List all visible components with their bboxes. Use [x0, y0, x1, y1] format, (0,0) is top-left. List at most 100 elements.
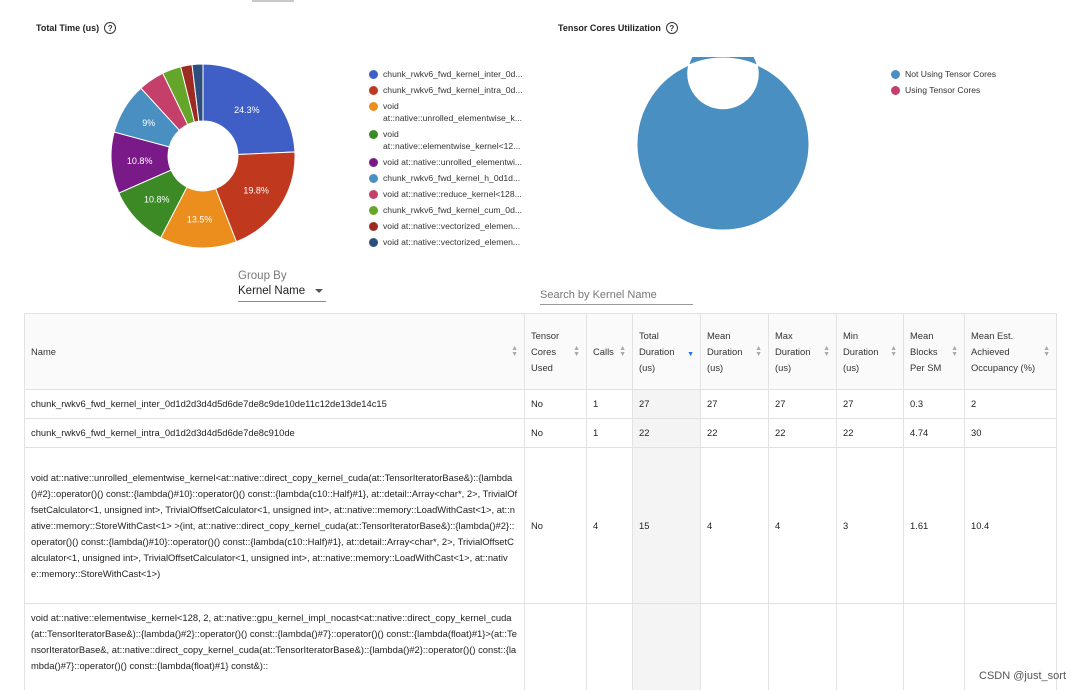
cell-calls: [586, 603, 633, 690]
legend-label: Not Using Tensor Cores: [905, 69, 997, 79]
column-header-calls[interactable]: Calls ▲ ▼: [586, 313, 633, 390]
kernel-table: Name ▲ ▼ Tensor Cores Used ▲ ▼ Calls ▲ ▼ Total…: [24, 313, 1057, 690]
cell-occupancy: [964, 603, 1057, 690]
cell-calls: 4: [586, 447, 633, 604]
group-by-value: Kernel Name: [238, 285, 306, 297]
help-icon[interactable]: ?: [665, 22, 678, 34]
cell-mean-duration: 4: [700, 447, 769, 604]
sort-icon[interactable]: ▲ ▼: [823, 344, 830, 358]
cell-min-duration: 27: [836, 389, 904, 419]
total-time-legend-item[interactable]: void at::native::reduce_kernel<128...: [369, 188, 549, 200]
legend-swatch-icon: [369, 237, 378, 247]
sort-icon[interactable]: ▲ ▼: [755, 344, 762, 358]
cell-max-duration: 22: [768, 418, 837, 448]
tensor-cores-legend-item[interactable]: Using Tensor Cores: [891, 84, 1041, 96]
column-header-min-duration[interactable]: Min Duration (us) ▲ ▼: [836, 313, 904, 390]
group-by-control[interactable]: Group By Kernel Name: [238, 270, 326, 302]
table-header-row: Name ▲ ▼ Tensor Cores Used ▲ ▼ Calls ▲ ▼ Total…: [24, 313, 1057, 390]
cell-mean-blocks: [903, 603, 965, 690]
legend-label: chunk_rwkv6_fwd_kernel_cum_0d...: [383, 205, 523, 215]
total-time-slice-label: 9%: [142, 118, 155, 128]
cell-calls: 1: [586, 418, 633, 448]
column-header-label: Name: [31, 345, 57, 357]
total-time-slice-9[interactable]: [191, 63, 204, 122]
table-row[interactable]: void at::native::elementwise_kernel<128,…: [24, 603, 1057, 690]
legend-label: Using Tensor Cores: [905, 85, 981, 95]
column-header-label: Tensor Cores Used: [531, 329, 560, 373]
cell-tensor-cores: No: [524, 418, 587, 448]
column-header-mean-duration[interactable]: Mean Duration (us) ▲ ▼: [700, 313, 769, 390]
total-time-legend-item[interactable]: void at::native::unrolled_elementwi...: [369, 156, 549, 168]
total-time-legend: chunk_rwkv6_fwd_kernel_inter_0d... chunk_…: [369, 68, 549, 252]
legend-swatch-icon: [369, 157, 378, 167]
total-time-legend-item[interactable]: void at::native::unrolled_elementwise_k.…: [369, 100, 549, 124]
total-time-legend-item[interactable]: chunk_rwkv6_fwd_kernel_intra_0d...: [369, 84, 549, 96]
table-row[interactable]: chunk_rwkv6_fwd_kernel_intra_0d1d2d3d4d5…: [24, 418, 1057, 448]
cell-mean-duration: [700, 603, 769, 690]
sort-icon[interactable]: ▲ ▼: [511, 344, 518, 358]
tensor-cores-slice-0[interactable]: [636, 57, 810, 231]
tensor-cores-legend-item[interactable]: Not Using Tensor Cores: [891, 68, 1041, 80]
total-time-legend-item[interactable]: void at::native::elementwise_kernel<12..…: [369, 128, 549, 152]
group-by-select[interactable]: Kernel Name: [238, 285, 326, 302]
legend-swatch-icon: [369, 129, 378, 139]
top-tab-indicator: [252, 0, 294, 2]
column-header-total-duration[interactable]: Total Duration (us) ▲▼: [632, 313, 701, 390]
column-header-mean-blocks[interactable]: Mean Blocks Per SM ▲ ▼: [903, 313, 965, 390]
total-time-legend-item[interactable]: void at::native::vectorized_elemen...: [369, 236, 549, 248]
cell-min-duration: 3: [836, 447, 904, 604]
column-header-label: Total Duration (us): [639, 329, 675, 373]
sort-icon[interactable]: ▲ ▼: [619, 344, 626, 358]
total-time-donut-chart: 24.3% 19.8% 13.5% 10.8% 10.8% 9%: [110, 63, 296, 249]
total-time-legend-item[interactable]: chunk_rwkv6_fwd_kernel_h_0d1d...: [369, 172, 549, 184]
sort-icon[interactable]: ▲ ▼: [573, 344, 580, 358]
cell-occupancy: 10.4: [964, 447, 1057, 604]
cell-mean-blocks: 4.74: [903, 418, 965, 448]
legend-swatch-icon: [369, 101, 378, 111]
total-time-slice-label: 19.8%: [243, 186, 269, 196]
cell-max-duration: [768, 603, 837, 690]
search-input[interactable]: [540, 289, 693, 305]
legend-swatch-icon: [369, 85, 378, 95]
total-time-legend-item[interactable]: chunk_rwkv6_fwd_kernel_cum_0d...: [369, 204, 549, 216]
sort-icon[interactable]: ▲ ▼: [890, 344, 897, 358]
total-time-legend-item[interactable]: chunk_rwkv6_fwd_kernel_inter_0d...: [369, 68, 549, 80]
cell-name: void at::native::unrolled_elementwise_ke…: [24, 447, 525, 604]
cell-name: chunk_rwkv6_fwd_kernel_intra_0d1d2d3d4d5…: [24, 418, 525, 448]
sort-icon[interactable]: ▲ ▼: [1043, 344, 1050, 358]
total-time-slice-label: 10.8%: [127, 156, 153, 166]
column-header-label: Mean Blocks Per SM: [910, 329, 942, 373]
total-time-slice-1[interactable]: [215, 151, 296, 243]
legend-swatch-icon: [891, 69, 900, 79]
table-row[interactable]: void at::native::unrolled_elementwise_ke…: [24, 447, 1057, 604]
sort-descending-icon[interactable]: ▲▼: [687, 350, 694, 358]
total-time-legend-item[interactable]: void at::native::vectorized_elemen...: [369, 220, 549, 232]
legend-label: void at::native::elementwise_kernel<12..…: [383, 129, 521, 151]
table-row[interactable]: chunk_rwkv6_fwd_kernel_inter_0d1d2d3d4d5…: [24, 389, 1057, 419]
cell-calls: 1: [586, 389, 633, 419]
sort-icon[interactable]: ▲ ▼: [951, 344, 958, 358]
cell-tensor-cores: [524, 603, 587, 690]
total-time-slice-0[interactable]: [202, 63, 296, 155]
cell-max-duration: 27: [768, 389, 837, 419]
watermark: CSDN @just_sort: [979, 670, 1066, 682]
column-header-occupancy[interactable]: Mean Est. Achieved Occupancy (%) ▲ ▼: [964, 313, 1057, 390]
legend-label: void at::native::unrolled_elementwi...: [383, 157, 523, 167]
total-time-slice-label: 24.3%: [234, 105, 260, 115]
legend-swatch-icon: [369, 69, 378, 79]
column-header-tensor-cores[interactable]: Tensor Cores Used ▲ ▼: [524, 313, 587, 390]
legend-label: void at::native::reduce_kernel<128...: [383, 189, 522, 199]
tensor-cores-title-text: Tensor Cores Utilization: [558, 23, 661, 33]
legend-swatch-icon: [369, 205, 378, 215]
legend-label: void at::native::vectorized_elemen...: [383, 221, 521, 231]
legend-swatch-icon: [369, 189, 378, 199]
help-icon[interactable]: ?: [104, 22, 117, 34]
legend-label: chunk_rwkv6_fwd_kernel_inter_0d...: [383, 69, 523, 79]
total-time-title-text: Total Time (us): [36, 23, 100, 33]
column-header-label: Mean Duration (us): [707, 329, 743, 373]
column-header-name[interactable]: Name ▲ ▼: [24, 313, 525, 390]
column-header-max-duration[interactable]: Max Duration (us) ▲ ▼: [768, 313, 837, 390]
cell-max-duration: 4: [768, 447, 837, 604]
cell-total-duration: 27: [632, 389, 701, 419]
cell-total-duration: 22: [632, 418, 701, 448]
